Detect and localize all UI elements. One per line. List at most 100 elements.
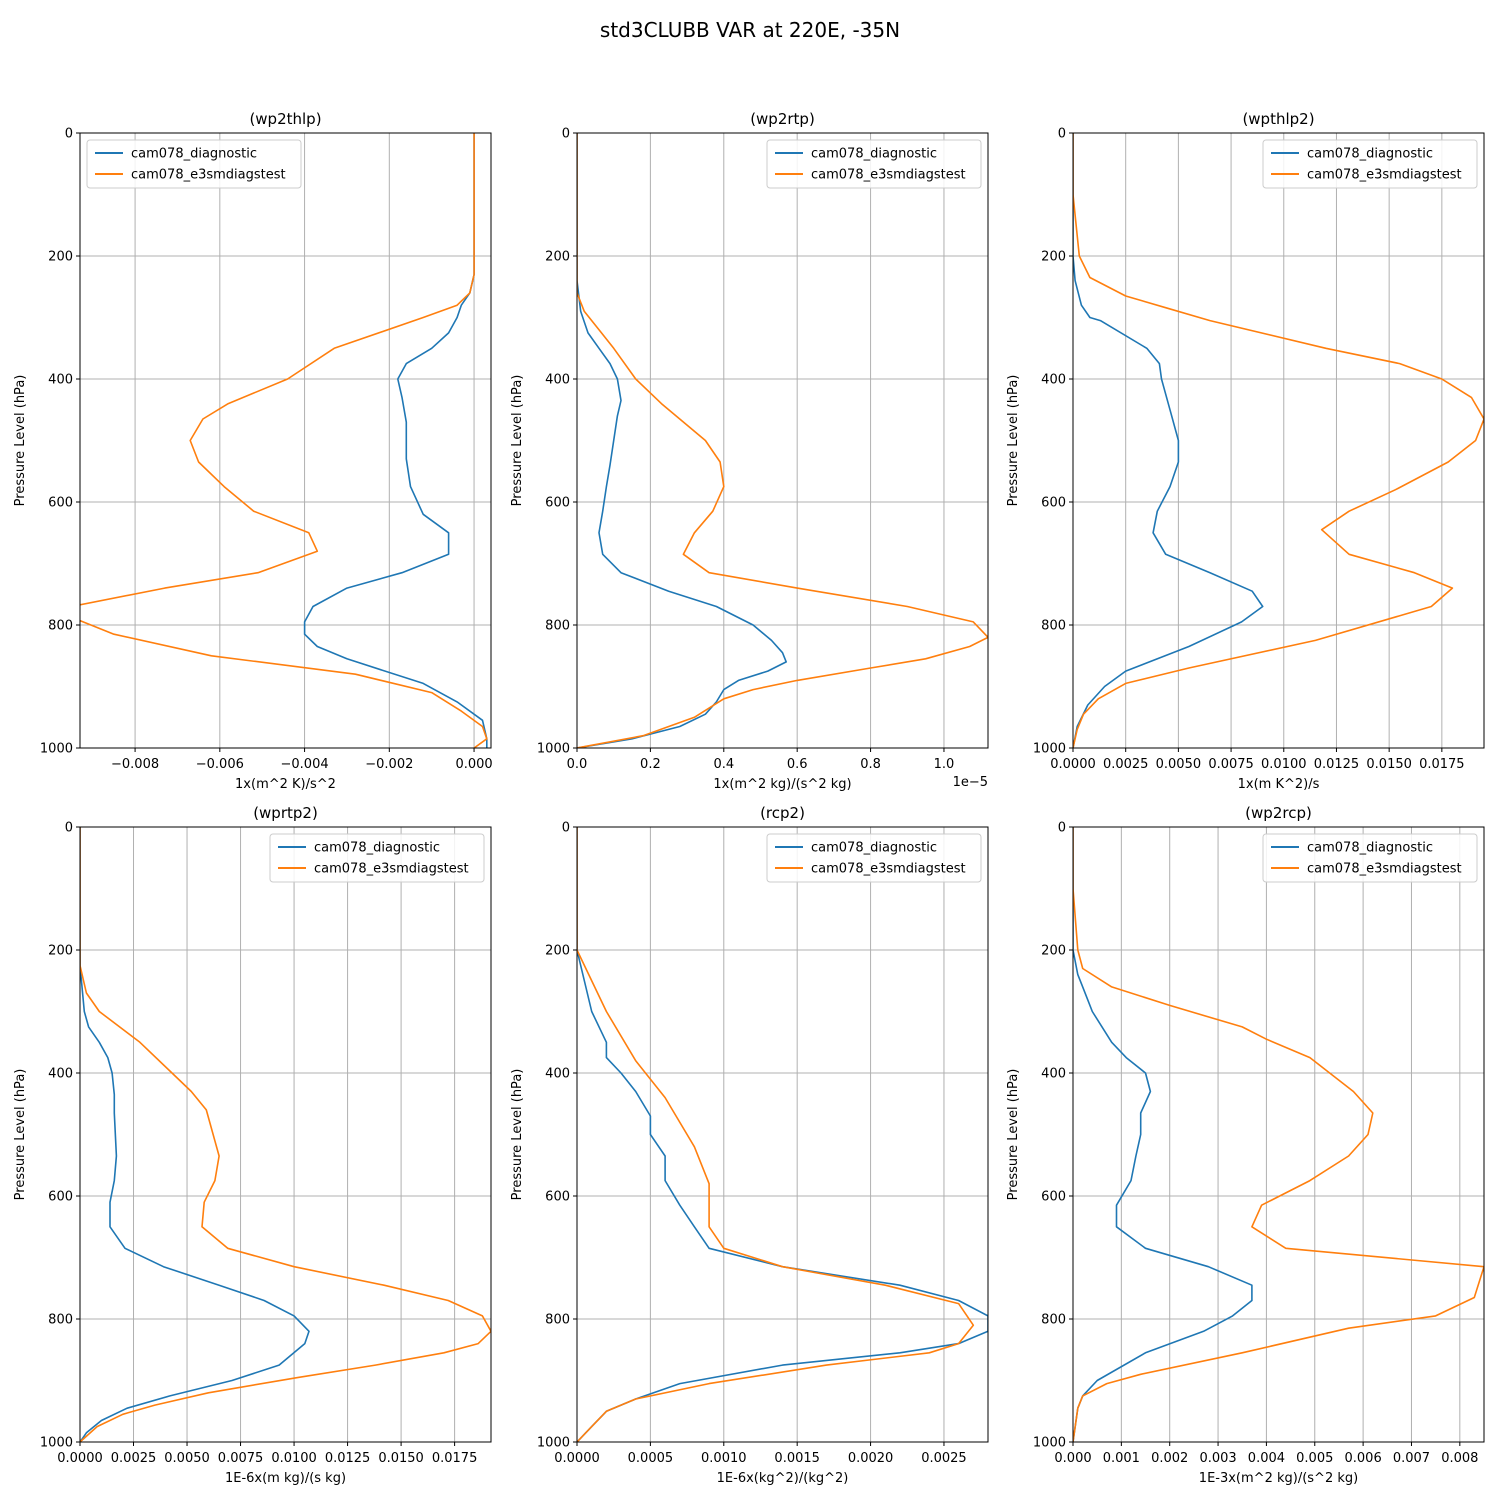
y-axis-label: Pressure Level (hPa): [13, 1069, 28, 1201]
x-offset-label: 1e−5: [953, 775, 988, 790]
series-line-cam078_e3smdiagstest: [577, 827, 975, 1442]
y-tick-label: 600: [48, 1190, 73, 1205]
panel-6: 0.000 0.001 0.002 0.003 0.004 0.005 0.006 0.007…: [1006, 804, 1485, 1486]
plot-frame: [576, 132, 989, 749]
y-tick-label: 600: [48, 496, 73, 511]
x-tick-label: 0.003: [1199, 1451, 1236, 1466]
plot-frame: [576, 826, 989, 1443]
series-line-cam078_e3smdiagstest: [1073, 133, 1484, 748]
x-tick-label: 0.0125: [1314, 757, 1360, 772]
series-line-cam078_e3smdiagstest: [1073, 827, 1484, 1442]
legend-box: [766, 139, 982, 189]
y-axis-label: Pressure Level (hPa): [13, 375, 28, 507]
y-tick-label: 200: [545, 944, 570, 959]
y-tick-label: 800: [48, 619, 73, 634]
y-tick-label: 1000: [1033, 742, 1066, 757]
y-tick-label: 0: [1058, 127, 1066, 142]
x-tick-label: 0.0150: [1366, 757, 1412, 772]
legend: cam078_diagnostic cam078_e3smdiagstest: [269, 833, 485, 883]
x-tick-label: 0.006: [1345, 1451, 1382, 1466]
panel-2: 0.0 0.2 0.4 0.6 0.8 1.0 0 200 400 600 800 1000 (wp2r…: [510, 110, 989, 792]
x-tick-label: 0.002: [1151, 1451, 1188, 1466]
y-axis-label: Pressure Level (hPa): [1006, 375, 1021, 507]
y-tick-label: 200: [48, 250, 73, 265]
y-tick-label: 1000: [40, 1436, 73, 1451]
series-line-cam078_e3smdiagstest: [577, 133, 988, 748]
y-tick-label: 400: [48, 373, 73, 388]
x-tick-label: 0.0015: [774, 1451, 820, 1466]
y-tick-label: 400: [48, 1067, 73, 1082]
y-tick-label: 0: [1058, 821, 1066, 836]
x-axis-label: 1x(m K^2)/s: [1238, 777, 1320, 792]
x-tick-label: 0.0005: [628, 1451, 674, 1466]
x-tick-label: −0.002: [365, 757, 413, 772]
x-tick-label: 0.000: [455, 757, 492, 772]
y-tick-label: 800: [545, 619, 570, 634]
y-tick-label: 800: [545, 1313, 570, 1328]
x-tick-label: 0.0010: [701, 1451, 747, 1466]
y-tick-label: 0: [562, 821, 570, 836]
x-tick-label: 0.008: [1441, 1451, 1478, 1466]
legend-box: [766, 833, 982, 883]
y-tick-label: 0: [562, 127, 570, 142]
legend-label: cam078_e3smdiagstest: [811, 862, 966, 877]
y-tick-label: 200: [545, 250, 570, 265]
y-tick-label: 0: [65, 821, 73, 836]
x-tick-label: 0.0175: [432, 1451, 478, 1466]
x-tick-label: 0.000: [1054, 1451, 1091, 1466]
plot-frame: [1072, 132, 1485, 749]
y-tick-label: 400: [1041, 373, 1066, 388]
panel-title: (wp2rcp): [1245, 804, 1312, 822]
legend-label: cam078_diagnostic: [131, 147, 257, 162]
y-axis-label: Pressure Level (hPa): [510, 1069, 525, 1201]
legend-label: cam078_e3smdiagstest: [314, 862, 469, 877]
x-tick-label: 0.0075: [218, 1451, 264, 1466]
x-tick-label: 0.0050: [1156, 757, 1202, 772]
y-tick-label: 400: [1041, 1067, 1066, 1082]
y-tick-label: 600: [1041, 496, 1066, 511]
y-tick-label: 600: [545, 1190, 570, 1205]
x-tick-label: 0.001: [1103, 1451, 1140, 1466]
panel-3: 0.0000 0.0025 0.0050 0.0075 0.0100 0.0125 0.01…: [1006, 110, 1485, 792]
y-tick-label: 200: [1041, 944, 1066, 959]
legend-label: cam078_diagnostic: [1307, 147, 1433, 162]
x-tick-label: 0.0125: [325, 1451, 371, 1466]
legend-box: [269, 833, 485, 883]
x-tick-label: 0.0150: [378, 1451, 424, 1466]
y-tick-label: 1000: [537, 1436, 570, 1451]
y-axis-label: Pressure Level (hPa): [510, 375, 525, 507]
y-tick-label: 800: [48, 1313, 73, 1328]
x-axis-label: 1E-3x(m^2 kg)/(s^2 kg): [1199, 1471, 1358, 1486]
legend-label: cam078_e3smdiagstest: [131, 168, 286, 183]
y-tick-label: 800: [1041, 1313, 1066, 1328]
x-tick-label: 0.0000: [554, 1451, 600, 1466]
plot-frame: [79, 132, 492, 749]
y-tick-label: 1000: [40, 742, 73, 757]
legend: cam078_diagnostic cam078_e3smdiagstest: [1262, 139, 1478, 189]
x-tick-label: 0.0000: [1050, 757, 1096, 772]
plot-frame: [1072, 826, 1485, 1443]
x-axis-label: 1E-6x(m kg)/(s kg): [225, 1471, 346, 1486]
y-tick-label: 200: [1041, 250, 1066, 265]
legend-label: cam078_e3smdiagstest: [1307, 168, 1462, 183]
x-tick-label: 0.0020: [848, 1451, 894, 1466]
x-axis-label: 1x(m^2 K)/s^2: [235, 777, 336, 792]
x-axis-label: 1E-6x(kg^2)/(kg^2): [717, 1471, 849, 1486]
x-tick-label: 1.0: [934, 757, 955, 772]
series-line-cam078_e3smdiagstest: [80, 827, 491, 1442]
x-tick-label: 0.0025: [111, 1451, 157, 1466]
series-line-cam078_diagnostic: [577, 827, 988, 1442]
y-tick-label: 200: [48, 944, 73, 959]
x-tick-label: 0.2: [640, 757, 661, 772]
series-line-cam078_e3smdiagstest: [80, 133, 488, 748]
series-line-cam078_diagnostic: [303, 133, 488, 748]
legend: cam078_diagnostic cam078_e3smdiagstest: [1262, 833, 1478, 883]
x-tick-label: 0.005: [1296, 1451, 1333, 1466]
x-tick-label: −0.004: [281, 757, 329, 772]
panel-4: 0.0000 0.0025 0.0050 0.0075 0.0100 0.0125 0.01…: [13, 804, 492, 1486]
legend-box: [86, 139, 302, 189]
x-tick-label: 0.0000: [57, 1451, 103, 1466]
y-tick-label: 600: [1041, 1190, 1066, 1205]
series-line-cam078_diagnostic: [1073, 133, 1264, 748]
